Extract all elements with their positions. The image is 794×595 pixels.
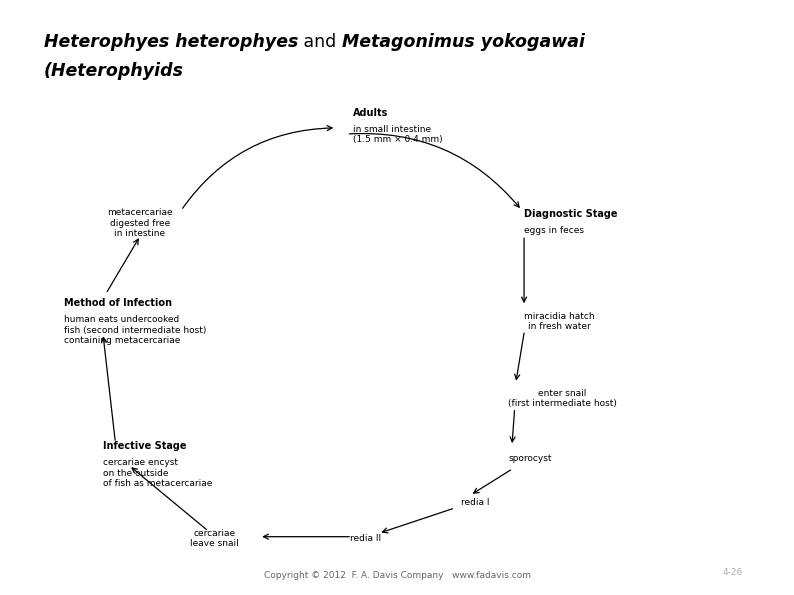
Text: and: and xyxy=(298,33,341,51)
Text: redia I: redia I xyxy=(461,498,489,508)
Text: Infective Stage: Infective Stage xyxy=(103,441,187,451)
FancyArrowPatch shape xyxy=(107,239,138,292)
FancyArrowPatch shape xyxy=(132,468,206,530)
Text: sporocyst: sporocyst xyxy=(508,453,552,463)
Text: eggs in feces: eggs in feces xyxy=(524,226,584,235)
FancyArrowPatch shape xyxy=(383,509,453,533)
FancyArrowPatch shape xyxy=(473,470,511,493)
FancyArrowPatch shape xyxy=(102,337,115,440)
Text: cercariae
leave snail: cercariae leave snail xyxy=(190,529,239,548)
Text: in small intestine
(1.5 mm × 0.4 mm): in small intestine (1.5 mm × 0.4 mm) xyxy=(353,125,443,145)
FancyArrowPatch shape xyxy=(522,238,526,302)
FancyArrowPatch shape xyxy=(349,133,519,207)
Text: redia II: redia II xyxy=(349,534,381,543)
FancyArrowPatch shape xyxy=(183,126,332,208)
Text: metacercariae
digested free
in intestine: metacercariae digested free in intestine xyxy=(107,208,173,238)
Text: enter snail
(first intermediate host): enter snail (first intermediate host) xyxy=(508,389,617,408)
Text: Diagnostic Stage: Diagnostic Stage xyxy=(524,209,618,219)
Text: human eats undercooked
fish (second intermediate host)
containing metacercariae: human eats undercooked fish (second inte… xyxy=(64,315,206,345)
Text: Method of Infection: Method of Infection xyxy=(64,298,172,308)
Text: (Heterophyids: (Heterophyids xyxy=(44,62,183,80)
FancyArrowPatch shape xyxy=(264,534,349,539)
FancyArrowPatch shape xyxy=(515,333,524,380)
Text: miracidia hatch
in fresh water: miracidia hatch in fresh water xyxy=(524,312,595,331)
Text: Adults: Adults xyxy=(353,108,389,118)
Text: Metagonimus yokogawai: Metagonimus yokogawai xyxy=(341,33,585,51)
Text: Copyright © 2012  F. A. Davis Company   www.fadavis.com: Copyright © 2012 F. A. Davis Company www… xyxy=(264,571,530,580)
FancyArrowPatch shape xyxy=(510,411,515,442)
Text: cercariae encyst
on the outside
of fish as metacercariae: cercariae encyst on the outside of fish … xyxy=(103,458,213,488)
Text: Heterophyes heterophyes: Heterophyes heterophyes xyxy=(44,33,298,51)
Text: 4-26: 4-26 xyxy=(722,568,742,577)
